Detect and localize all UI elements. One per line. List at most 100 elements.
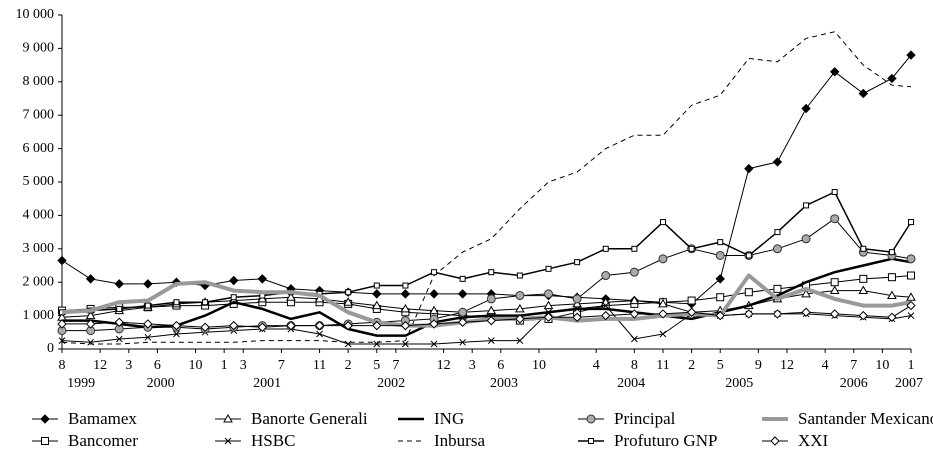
marker: [400, 320, 411, 331]
x-tick-label: 3: [125, 358, 132, 373]
marker: [345, 289, 352, 296]
x-tick-label: 1: [908, 358, 915, 373]
marker: [200, 322, 210, 332]
series-line: [61, 54, 912, 305]
marker: [744, 309, 754, 319]
marker: [143, 279, 153, 289]
marker: [57, 319, 67, 329]
marker: [486, 305, 497, 315]
legend-item: Santander Mexicano: [762, 409, 933, 428]
marker: [402, 340, 409, 348]
marker: [801, 103, 811, 114]
marker: [544, 289, 554, 299]
legend-item: Principal: [578, 409, 676, 428]
marker: [602, 245, 609, 252]
x-tick-label: 4: [822, 358, 829, 373]
marker: [659, 219, 666, 226]
marker: [906, 300, 916, 311]
marker: [715, 310, 725, 321]
marker: [286, 292, 296, 301]
marker: [717, 239, 724, 246]
marker: [803, 202, 810, 209]
marker: [173, 330, 180, 338]
year-label: 2002: [377, 376, 405, 391]
marker: [859, 274, 868, 283]
marker: [85, 310, 96, 320]
marker: [858, 285, 869, 295]
x-tick-label: 12: [93, 358, 107, 373]
legend-text: Principal: [614, 409, 676, 428]
legend-text: XXI: [798, 431, 829, 450]
marker: [400, 289, 411, 299]
marker: [402, 282, 409, 289]
marker: [224, 437, 232, 445]
marker: [801, 288, 811, 298]
marker: [372, 289, 382, 299]
marker: [372, 320, 382, 331]
marker: [907, 271, 915, 280]
marker: [41, 437, 49, 445]
marker: [286, 320, 296, 331]
y-tick-label: 2 000: [23, 274, 55, 289]
x-tick-label: 2: [345, 358, 352, 373]
marker: [829, 67, 840, 77]
marker: [85, 319, 96, 329]
marker: [887, 273, 896, 282]
marker: [223, 413, 233, 423]
year-label: 2000: [147, 376, 175, 391]
marker: [688, 245, 695, 252]
marker: [40, 414, 50, 424]
x-tick-label: 6: [497, 358, 504, 373]
x-tick-label: 10: [189, 358, 203, 373]
marker: [829, 309, 840, 319]
marker: [371, 300, 382, 310]
x-tick-label: 8: [631, 358, 638, 373]
x-tick-label: 5: [373, 358, 380, 373]
year-label: 2003: [490, 376, 518, 391]
marker: [887, 73, 897, 84]
marker: [257, 322, 268, 332]
marker: [770, 436, 780, 446]
y-tick-label: 1 000: [23, 308, 55, 323]
marker: [658, 309, 668, 319]
marker: [543, 300, 554, 310]
marker: [906, 254, 916, 264]
legend-item: Inbursa: [398, 431, 485, 450]
marker: [516, 337, 524, 345]
x-tick-label: 9: [755, 358, 762, 373]
marker: [85, 274, 96, 284]
marker: [715, 274, 725, 284]
y-tick-label: 3 000: [23, 241, 55, 256]
marker: [716, 293, 725, 302]
marker: [588, 438, 594, 444]
marker: [343, 320, 353, 331]
x-tick-label: 1: [221, 358, 228, 373]
marker: [373, 282, 380, 289]
marker: [801, 234, 811, 244]
year-label: 2004: [617, 376, 645, 391]
marker: [230, 294, 237, 301]
marker: [487, 337, 495, 345]
year-label: 2001: [253, 376, 281, 391]
marker: [888, 249, 895, 256]
legend-text: ING: [434, 409, 464, 428]
legend-text: Inbursa: [434, 431, 485, 450]
marker: [858, 88, 869, 99]
marker: [829, 285, 840, 295]
marker: [887, 290, 897, 300]
marker: [486, 315, 496, 326]
marker: [572, 294, 582, 304]
marker: [629, 295, 640, 305]
x-tick-label: 10: [875, 358, 889, 373]
marker: [830, 278, 839, 287]
marker: [858, 310, 869, 321]
marker: [631, 245, 638, 252]
marker: [543, 312, 554, 322]
marker: [488, 269, 495, 276]
marker: [887, 312, 897, 322]
series-line: [61, 273, 912, 328]
marker: [831, 189, 838, 196]
legend-text: Bamamex: [68, 409, 137, 428]
marker: [457, 317, 468, 327]
